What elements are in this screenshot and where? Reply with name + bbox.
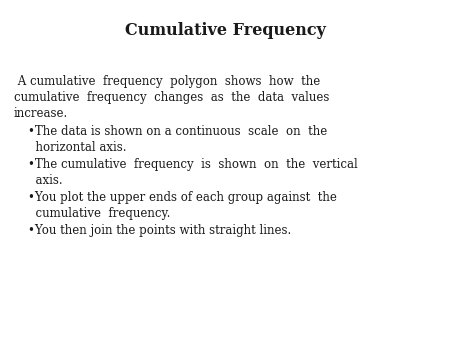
Text: •The cumulative  frequency  is  shown  on  the  vertical: •The cumulative frequency is shown on th…: [28, 158, 358, 171]
Text: cumulative  frequency.: cumulative frequency.: [28, 207, 171, 220]
Text: •The data is shown on a continuous  scale  on  the: •The data is shown on a continuous scale…: [28, 125, 327, 138]
Text: •You plot the upper ends of each group against  the: •You plot the upper ends of each group a…: [28, 191, 337, 204]
Text: •You then join the points with straight lines.: •You then join the points with straight …: [28, 224, 291, 237]
Text: horizontal axis.: horizontal axis.: [28, 141, 126, 154]
Text: cumulative  frequency  changes  as  the  data  values: cumulative frequency changes as the data…: [14, 91, 329, 104]
Text: Cumulative Frequency: Cumulative Frequency: [125, 22, 325, 39]
Text: axis.: axis.: [28, 174, 63, 187]
Text: A cumulative  frequency  polygon  shows  how  the: A cumulative frequency polygon shows how…: [14, 75, 320, 88]
Text: increase.: increase.: [14, 107, 68, 120]
